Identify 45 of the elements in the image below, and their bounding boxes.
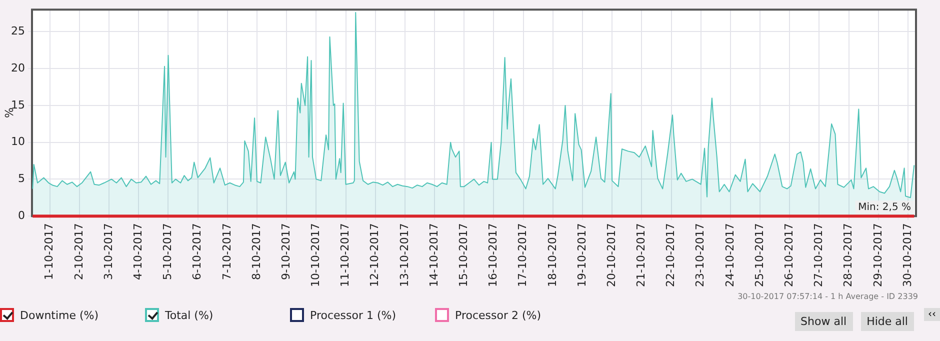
x-tick-label: 24-10-2017: [723, 223, 736, 288]
y-tick-label: 25: [10, 24, 25, 38]
x-tick-label: 28-10-2017: [842, 223, 855, 288]
x-tick-label: 30-10-2017: [900, 223, 914, 288]
x-tick-label: 18-10-2017: [546, 223, 559, 288]
text: Hide all: [860, 312, 914, 331]
x-tick-label: 21-10-2017: [634, 223, 648, 288]
x-tick-label: 7-10-2017: [220, 223, 234, 280]
y-tick-label: 5: [18, 172, 25, 186]
legend-label: Processor 1 (%): [310, 308, 396, 322]
x-tick-label: 8-10-2017: [250, 223, 263, 280]
annotation: Min: 2,5 %: [858, 202, 912, 214]
y-tick-label: 0: [18, 208, 25, 222]
x-tick-label: 19-10-2017: [575, 223, 588, 288]
y-tick-label: 20: [10, 61, 25, 74]
legend-label: Processor 2 (%): [455, 308, 542, 322]
x-tick-label: 15-10-2017: [456, 223, 470, 288]
x-tick-label: 6-10-2017: [190, 223, 204, 280]
text: ‹‹: [924, 308, 940, 321]
x-tick-label: 17-10-2017: [516, 223, 530, 288]
text: Show all: [794, 312, 853, 331]
x-tick-label: 11-10-2017: [338, 223, 352, 288]
x-tick-label: 5-10-2017: [161, 223, 174, 280]
x-tick-label: 27-10-2017: [812, 223, 826, 288]
legend-label: Total (%): [165, 308, 214, 322]
x-tick-label: 16-10-2017: [486, 223, 500, 288]
x-tick-label: 12-10-2017: [368, 223, 382, 288]
x-tick-label: 1-10-2017: [42, 223, 56, 280]
y-axis-title: %: [2, 108, 16, 118]
x-tick-label: 14-10-2017: [427, 223, 440, 288]
x-tick-label: 10-10-2017: [309, 223, 322, 288]
legend-label: Downtime (%): [20, 308, 99, 322]
x-tick-label: 3-10-2017: [102, 223, 115, 280]
x-tick-label: 23-10-2017: [694, 223, 707, 288]
x-tick-label: 4-10-2017: [132, 223, 145, 280]
x-tick-label: 25-10-2017: [752, 223, 766, 288]
y-tick-label: 10: [10, 135, 25, 148]
text: 30-10-2017 07:57:14 - 1 h Average - ID 2339: [738, 292, 918, 301]
x-tick-label: 9-10-2017: [279, 223, 292, 280]
x-tick-label: 2-10-2017: [72, 223, 86, 280]
x-tick-label: 22-10-2017: [664, 223, 678, 288]
x-tick-label: 20-10-2017: [604, 223, 618, 288]
x-tick-label: 29-10-2017: [871, 223, 884, 288]
x-tick-label: 13-10-2017: [398, 223, 411, 288]
x-tick-label: 26-10-2017: [782, 223, 796, 288]
